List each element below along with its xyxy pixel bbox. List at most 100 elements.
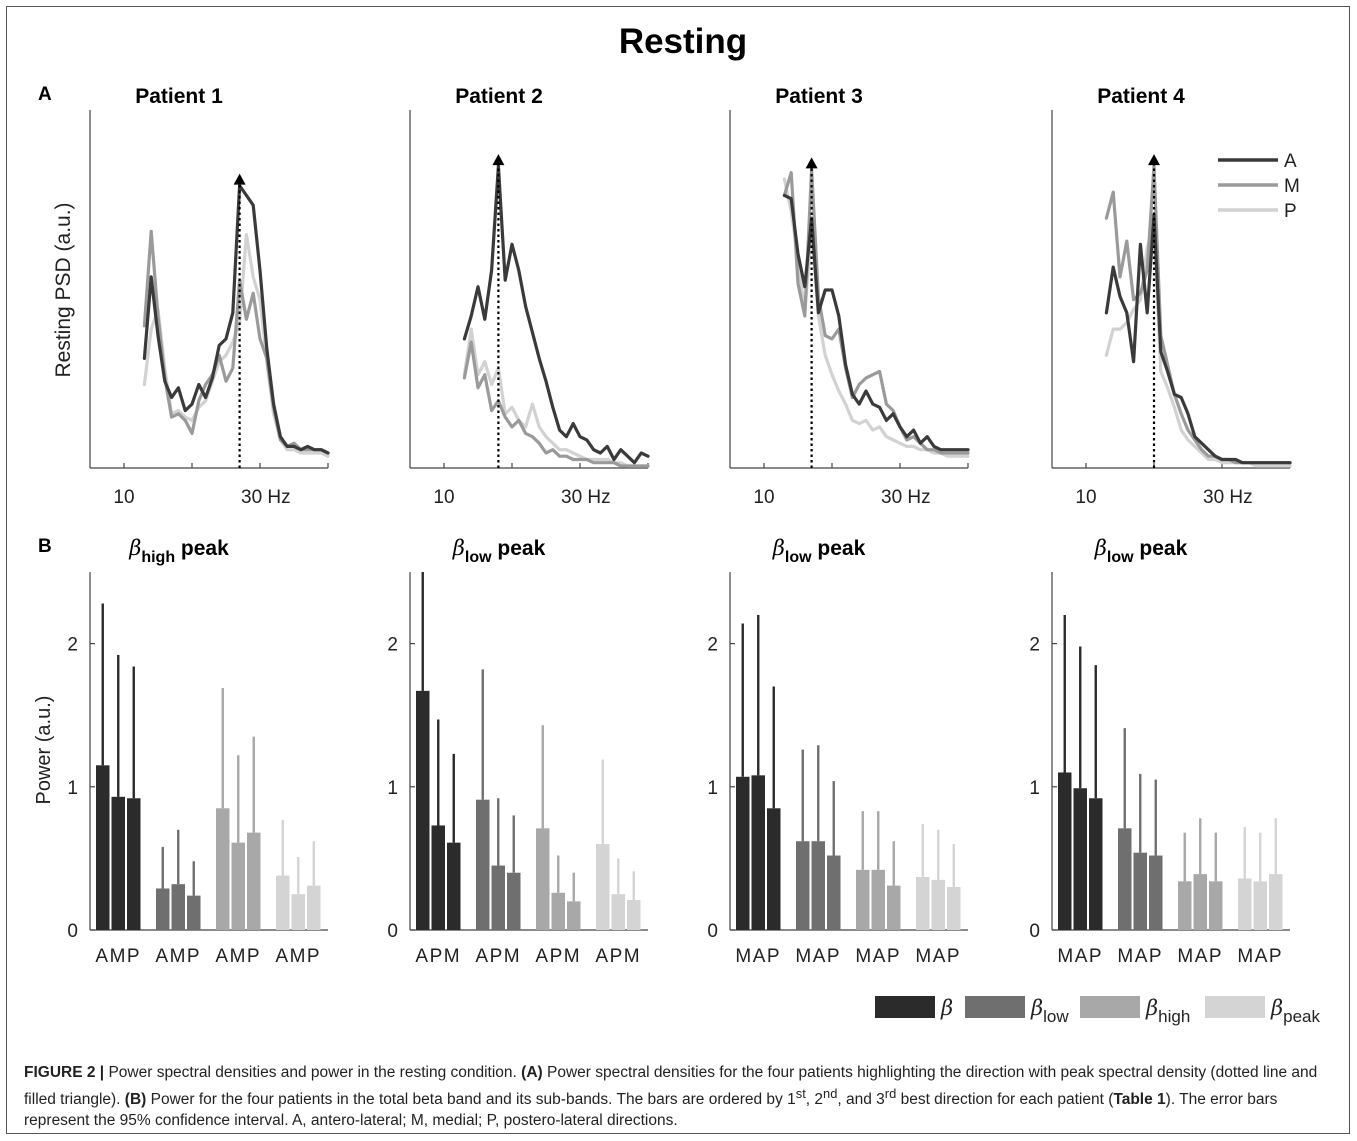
legend-swatch-beta xyxy=(875,996,935,1018)
bar-group-label: MAP xyxy=(915,946,961,967)
bar-beta_peak xyxy=(627,899,641,930)
psd-title: Patient 4 xyxy=(1097,85,1185,108)
bar-y-tick-label: 0 xyxy=(67,921,78,942)
caption-text-3: Power for the four patients in the total… xyxy=(146,1091,796,1109)
bar-beta_low xyxy=(827,855,841,930)
psd-ylabel: Resting PSD (a.u.) xyxy=(52,202,75,377)
legend-swatch-beta_high xyxy=(1080,996,1140,1018)
caption-text-6: best direction for each patient ( xyxy=(896,1091,1114,1109)
legend-swatch-beta_peak xyxy=(1205,996,1265,1018)
bar-title: βhigh peak xyxy=(128,536,229,566)
psd-panel-4: Patient 4 10 30 Hz xyxy=(1051,85,1292,508)
psd-line-M xyxy=(462,340,650,468)
bar-beta_high xyxy=(216,808,230,930)
bar-panel-2: βlow peak 0 1 2 APM APM APM APM xyxy=(387,536,648,967)
psd-title: Patient 1 xyxy=(135,85,223,108)
bar-group-label: MAP xyxy=(1177,946,1223,967)
bar-beta_high xyxy=(231,842,245,930)
bar-beta xyxy=(127,798,141,930)
bar-beta_low xyxy=(1133,852,1147,930)
bar-ylabel: Power (a.u.) xyxy=(33,696,55,805)
bar-beta xyxy=(767,808,781,930)
bar-y-tick-label: 0 xyxy=(1029,921,1040,942)
bar-y-tick-label: 1 xyxy=(387,778,398,799)
psd-panel-2: Patient 2 10 30 Hz xyxy=(409,85,650,508)
bar-group-label: MAP xyxy=(855,946,901,967)
caption-text-5: , and 3 xyxy=(837,1091,885,1109)
bar-group-label: APM xyxy=(415,946,461,967)
bar-title-subscript: low xyxy=(1107,549,1134,566)
bar-y-tick-label: 2 xyxy=(67,635,78,656)
caption-text-4: , 2 xyxy=(805,1091,824,1109)
psd-line-P xyxy=(462,327,650,468)
bar-beta xyxy=(1089,798,1103,930)
psd-line-A xyxy=(1104,213,1292,465)
bar-beta_low xyxy=(476,799,490,930)
bar-y-tick-label: 1 xyxy=(707,778,718,799)
bar-beta_high xyxy=(551,892,565,930)
caption-text-7: ). The error bars represent the 95% conf… xyxy=(24,1091,1278,1130)
bar-beta_low xyxy=(507,872,521,930)
bar-beta_peak xyxy=(931,879,945,930)
bar-beta_low xyxy=(187,895,201,930)
legend-label-beta_low: βlow xyxy=(1030,996,1069,1026)
bar-panel-1: βhigh peak 0 1 2 AMP AMP AMP AMP xyxy=(67,536,328,967)
caption-sup-2: nd xyxy=(823,1086,838,1101)
psd-peak-triangle xyxy=(233,173,246,185)
legend-subscript-beta_high: high xyxy=(1158,1007,1190,1026)
caption-mark-b: (B) xyxy=(124,1091,147,1109)
bar-group-label: MAP xyxy=(1057,946,1103,967)
bar-title-symbol: β xyxy=(452,536,465,560)
bar-beta_peak xyxy=(947,887,961,930)
legend-label-beta: β xyxy=(940,996,953,1020)
bar-title-symbol: β xyxy=(772,536,785,560)
bar-y-tick-label: 2 xyxy=(1029,635,1040,656)
bar-beta_peak xyxy=(611,894,625,930)
bar-beta xyxy=(416,690,430,930)
legend-subscript-beta_low: low xyxy=(1043,1007,1069,1026)
psd-x-tick-label: 10 xyxy=(113,487,134,508)
bar-title-rest: peak xyxy=(1134,537,1188,560)
bar-beta_high xyxy=(871,869,885,930)
caption-sup-3: rd xyxy=(884,1086,897,1101)
bar-title-subscript: low xyxy=(465,549,492,566)
psd-line-A xyxy=(142,184,330,455)
bar-beta_low xyxy=(811,841,825,930)
caption-text-1: Power spectral densities and power in th… xyxy=(104,1064,522,1081)
bar-beta_peak xyxy=(291,894,305,930)
caption-text-2: Power spectral densities for the four pa… xyxy=(24,1064,1318,1109)
bar-title-subscript: low xyxy=(785,549,812,566)
bar-title-subscript: high xyxy=(141,549,175,566)
bar-beta_high xyxy=(1209,881,1223,930)
bar-beta_high xyxy=(887,885,901,930)
bar-beta_high xyxy=(1178,881,1192,930)
bar-beta xyxy=(751,775,765,930)
bar-legend: β βlow βhigh βpeak xyxy=(875,996,1321,1026)
panel-a-letter: A xyxy=(38,84,52,105)
bar-beta_high xyxy=(536,828,550,930)
bar-group-label: APM xyxy=(475,946,521,967)
figure-title: Resting xyxy=(619,22,747,61)
bar-group-label: MAP xyxy=(1117,946,1163,967)
caption-mark-a: (A) xyxy=(521,1064,543,1081)
bar-panel-4: βlow peak 0 1 2 MAP MAP MAP MAP xyxy=(1029,536,1290,967)
bar-y-tick-label: 1 xyxy=(1029,778,1040,799)
bar-beta_low xyxy=(171,884,185,930)
figure-caption: FIGURE 2 | Power spectral densities and … xyxy=(24,1062,1324,1131)
bar-beta_low xyxy=(1149,855,1163,930)
bar-beta_low xyxy=(156,888,170,930)
bar-group-label: AMP xyxy=(95,946,141,967)
bar-group-label: MAP xyxy=(735,946,781,967)
bar-beta_peak xyxy=(1238,878,1252,930)
legend-label-beta_peak: βpeak xyxy=(1270,996,1321,1026)
bar-group-label: APM xyxy=(595,946,641,967)
bar-beta_peak xyxy=(307,885,321,930)
legend-label-P: P xyxy=(1284,201,1297,222)
bar-beta_low xyxy=(491,865,505,930)
bar-beta_peak xyxy=(1253,881,1267,930)
bar-beta_peak xyxy=(596,844,610,930)
legend-subscript-beta_peak: peak xyxy=(1283,1007,1320,1026)
figure-canvas: Resting A B Resting PSD (a.u.) Power (a.… xyxy=(33,22,1321,1026)
legend-label-beta_high: βhigh xyxy=(1145,996,1190,1026)
